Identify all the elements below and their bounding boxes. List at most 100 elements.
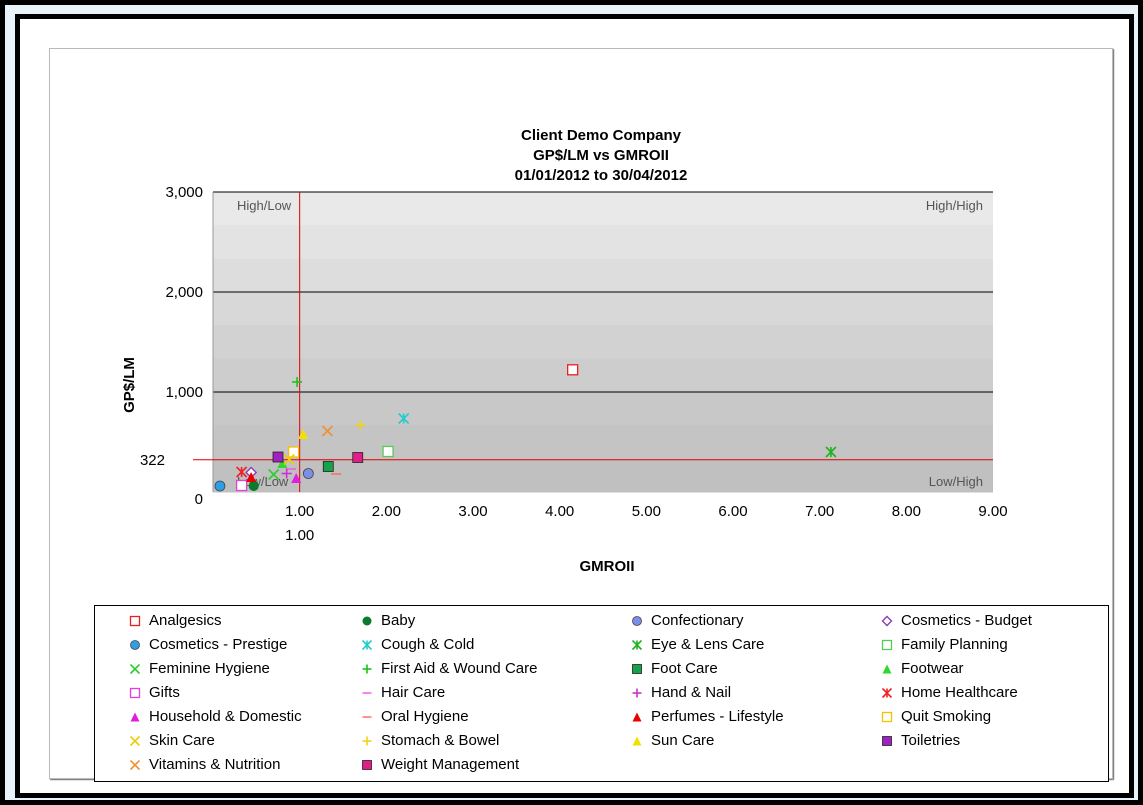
legend-label: Cosmetics - Prestige — [149, 636, 288, 653]
legend-marker-icon — [632, 736, 642, 746]
chart-title: Client Demo Company — [521, 127, 682, 144]
point-vitamins-nutrition — [321, 425, 333, 437]
plot-background-band — [213, 392, 993, 426]
legend-marker-icon — [882, 736, 892, 746]
legend-marker-icon — [881, 639, 893, 651]
legend-label: Sun Care — [651, 732, 715, 749]
y-tick-label: 2,000 — [165, 284, 203, 301]
point-gifts — [235, 479, 248, 492]
chart-legend: Analgesics Baby Confectionary Cosmetics - B… — [94, 605, 1109, 782]
legend-marker-icon — [362, 716, 372, 718]
x-tick-label: 1.00 — [285, 503, 314, 520]
point-cough-cold — [398, 412, 410, 425]
legend-label: Stomach & Bowel — [381, 732, 500, 749]
y-tick-label: 1,000 — [165, 384, 203, 401]
legend-label: Home Healthcare — [901, 684, 1018, 701]
legend-label: First Aid & Wound Care — [381, 660, 538, 677]
legend-marker-icon — [130, 640, 140, 650]
legend-label: Baby — [381, 612, 416, 629]
plot-background-band — [213, 192, 993, 226]
legend-marker-icon — [130, 712, 140, 722]
x-tick-label: 8.00 — [892, 503, 921, 520]
point-toiletries — [272, 451, 284, 463]
reference-line-x-label: 1.00 — [285, 527, 314, 544]
legend-label: Family Planning — [901, 636, 1008, 653]
x-axis-label: GMROII — [580, 558, 635, 575]
point-weight-management — [352, 452, 364, 463]
x-tick-label: 4.00 — [545, 503, 574, 520]
legend-label: Hair Care — [381, 684, 446, 701]
legend-label: Household & Domestic — [149, 708, 302, 725]
legend-label: Feminine Hygiene — [149, 660, 270, 677]
point-baby — [248, 481, 259, 491]
plot-background-band — [213, 358, 993, 393]
legend-label: Hand & Nail — [651, 684, 732, 701]
chart-date-range: 01/01/2012 to 30/04/2012 — [515, 167, 688, 184]
scatter-chart: Client Demo Company GP$/LM vs GMROII 01/… — [121, 127, 1008, 575]
point-perfumes-lifestyle — [246, 472, 257, 482]
legend-label: Perfumes - Lifestyle — [651, 708, 784, 725]
point-analgesics — [567, 364, 579, 376]
legend-label: Cough & Cold — [381, 636, 475, 653]
legend-marker-icon — [129, 759, 141, 771]
quadrant-label-top-right: High/High — [926, 198, 983, 213]
legend-label: Analgesics — [149, 612, 222, 629]
legend-marker-icon — [632, 616, 642, 626]
point-eye-lens-care — [825, 446, 837, 458]
legend-label: Oral Hygiene — [381, 708, 469, 725]
legend-marker-icon — [362, 616, 372, 626]
legend-marker-icon — [632, 712, 642, 722]
x-tick-label: 5.00 — [632, 503, 661, 520]
x-tick-label: 3.00 — [458, 503, 487, 520]
point-sun-care — [298, 429, 309, 439]
x-tick-label: 2.00 — [372, 503, 401, 520]
point-confectionary — [302, 468, 314, 479]
plot-background-band — [213, 292, 993, 326]
legend-marker-icon — [881, 711, 893, 723]
legend-label: Eye & Lens Care — [651, 636, 765, 653]
legend-marker-icon — [129, 663, 141, 675]
point-hand-nail — [281, 468, 292, 479]
legend-label: Gifts — [149, 684, 180, 701]
reference-line-y-label: 322 — [140, 452, 165, 469]
point-first-aid-wound-care — [292, 377, 303, 387]
point-quit-smoking — [287, 446, 300, 458]
y-tick-label: 0 — [195, 491, 203, 508]
plot-background-band — [213, 258, 993, 293]
quadrant-label-top-left: High/Low — [237, 198, 292, 213]
legend-marker-icon — [881, 687, 893, 699]
quadrant-label-bottom-right: Low/High — [929, 474, 983, 489]
chart-frame: Client Demo Company GP$/LM vs GMROII 01/… — [15, 14, 1134, 798]
legend-label: Toiletries — [901, 732, 961, 749]
plot-background-band — [213, 425, 993, 460]
x-tick-label: 7.00 — [805, 503, 834, 520]
legend-marker-icon — [129, 687, 141, 699]
legend-label: Skin Care — [149, 732, 215, 749]
legend-marker-icon — [631, 639, 643, 651]
legend-label: Vitamins & Nutrition — [149, 756, 281, 773]
y-axis-label: GP$/LM — [121, 357, 138, 413]
point-household-domestic — [291, 473, 302, 483]
point-family-planning — [382, 445, 394, 458]
legend-marker-icon — [632, 688, 642, 698]
legend-marker-icon — [362, 760, 372, 770]
y-tick-label: 3,000 — [165, 184, 203, 201]
point-home-healthcare — [236, 466, 248, 478]
legend-marker-icon — [361, 639, 373, 651]
plot-background-band — [213, 458, 993, 493]
point-foot-care — [322, 461, 334, 472]
legend-label: Quit Smoking — [901, 708, 992, 725]
plot-background-band — [213, 325, 993, 360]
legend-marker-icon — [362, 736, 372, 746]
point-skin-care — [283, 453, 295, 466]
chart-subtitle: GP$/LM vs GMROII — [533, 147, 669, 164]
plot-background-band — [213, 225, 993, 260]
point-cosmetics-prestige — [214, 480, 226, 492]
point-footwear — [277, 458, 288, 468]
legend-marker-icon — [881, 615, 893, 627]
x-tick-label: 6.00 — [718, 503, 747, 520]
point-stomach-bowel — [355, 420, 366, 430]
x-tick-label: 9.00 — [978, 503, 1007, 520]
legend-marker-icon — [362, 692, 372, 694]
